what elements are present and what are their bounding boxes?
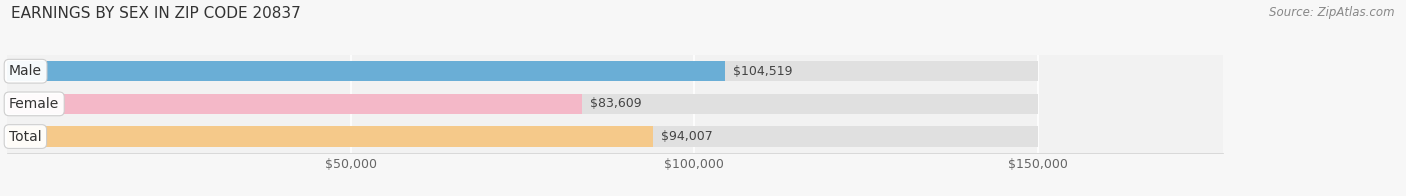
Bar	[7, 126, 1038, 147]
Bar	[7, 126, 652, 147]
Bar	[7, 94, 582, 114]
Text: Female: Female	[8, 97, 59, 111]
Text: Male: Male	[8, 64, 42, 78]
Text: $94,007: $94,007	[661, 130, 713, 143]
Text: Total: Total	[8, 130, 42, 143]
Text: Source: ZipAtlas.com: Source: ZipAtlas.com	[1270, 6, 1395, 19]
Bar	[7, 94, 1038, 114]
Bar	[7, 61, 725, 81]
Text: $83,609: $83,609	[589, 97, 641, 110]
Bar	[7, 61, 1038, 81]
Text: $104,519: $104,519	[734, 65, 793, 78]
Text: EARNINGS BY SEX IN ZIP CODE 20837: EARNINGS BY SEX IN ZIP CODE 20837	[11, 6, 301, 21]
